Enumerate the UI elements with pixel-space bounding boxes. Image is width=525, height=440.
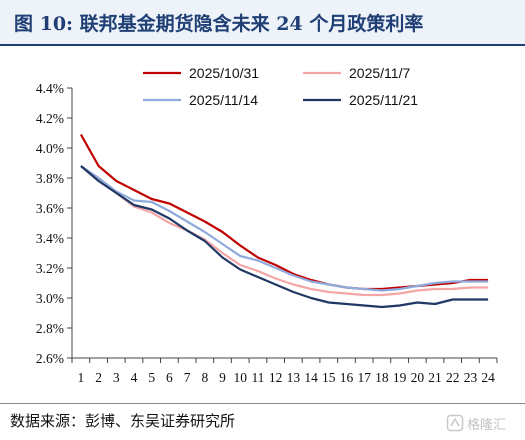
y-tick-label: 4.4% bbox=[36, 81, 64, 96]
x-tick-label: 9 bbox=[219, 370, 226, 385]
x-tick-label: 21 bbox=[428, 370, 442, 385]
series-line-2 bbox=[80, 165, 489, 297]
line-chart: 2.6% 2.8% 3.0% 3.2% 3.4% 3.6% 3.8% 4.0% 4.2% 4.4%… bbox=[36, 65, 498, 385]
y-tick-label: 3.4% bbox=[36, 231, 64, 246]
x-tick-label: 19 bbox=[393, 370, 407, 385]
y-tick-label: 3.8% bbox=[36, 171, 64, 186]
y-tick-label: 4.0% bbox=[36, 141, 64, 156]
x-tick-label: 15 bbox=[322, 370, 336, 385]
x-tick-label: 17 bbox=[357, 370, 371, 385]
x-tick-label: 6 bbox=[166, 370, 173, 385]
x-tick-label: 3 bbox=[113, 370, 120, 385]
x-tick-label: 10 bbox=[233, 370, 247, 385]
legend-label: 2025/10/31 bbox=[189, 65, 259, 81]
x-tick-label: 11 bbox=[251, 370, 264, 385]
x-tick-label: 22 bbox=[446, 370, 460, 385]
x-tick-label: 16 bbox=[340, 370, 354, 385]
x-tick-label: 18 bbox=[375, 370, 389, 385]
legend-label: 2025/11/21 bbox=[349, 92, 418, 108]
figure-title: 图 10: 联邦基金期货隐含未来 24 个月政策利率 bbox=[14, 13, 424, 35]
x-tick-label: 14 bbox=[304, 370, 318, 385]
x-tick-label: 1 bbox=[77, 370, 84, 385]
x-tick-label: 8 bbox=[201, 370, 208, 385]
series-line-4 bbox=[80, 165, 489, 309]
x-tick-label: 4 bbox=[131, 370, 138, 385]
y-tick-label: 3.2% bbox=[36, 261, 64, 276]
y-tick-label: 3.6% bbox=[36, 201, 64, 216]
y-tick-label: 3.0% bbox=[36, 291, 64, 306]
x-tick-label: 7 bbox=[184, 370, 191, 385]
x-tick-label: 23 bbox=[464, 370, 478, 385]
series-line-3 bbox=[80, 165, 489, 292]
watermark-text: 格隆汇 bbox=[467, 418, 507, 433]
series-line-1 bbox=[79, 133, 489, 291]
watermark-logo-icon bbox=[446, 414, 464, 432]
legend-label: 2025/11/14 bbox=[189, 92, 258, 108]
x-tick-label: 12 bbox=[269, 370, 283, 385]
x-tick-label: 5 bbox=[148, 370, 155, 385]
x-tick-label: 24 bbox=[481, 370, 495, 385]
x-tick-label: 2 bbox=[95, 370, 102, 385]
x-tick-label: 13 bbox=[287, 370, 301, 385]
legend-label: 2025/11/7 bbox=[349, 65, 410, 81]
source-divider bbox=[0, 403, 525, 404]
x-tick-label: 20 bbox=[411, 370, 425, 385]
y-tick-label: 2.8% bbox=[36, 321, 64, 336]
y-tick-label: 2.6% bbox=[36, 351, 64, 366]
source-note: 数据来源：彭博、东吴证券研究所 bbox=[10, 412, 236, 430]
title-bar: 图 10: 联邦基金期货隐含未来 24 个月政策利率 bbox=[0, 0, 525, 46]
y-tick-label: 4.2% bbox=[36, 111, 64, 126]
